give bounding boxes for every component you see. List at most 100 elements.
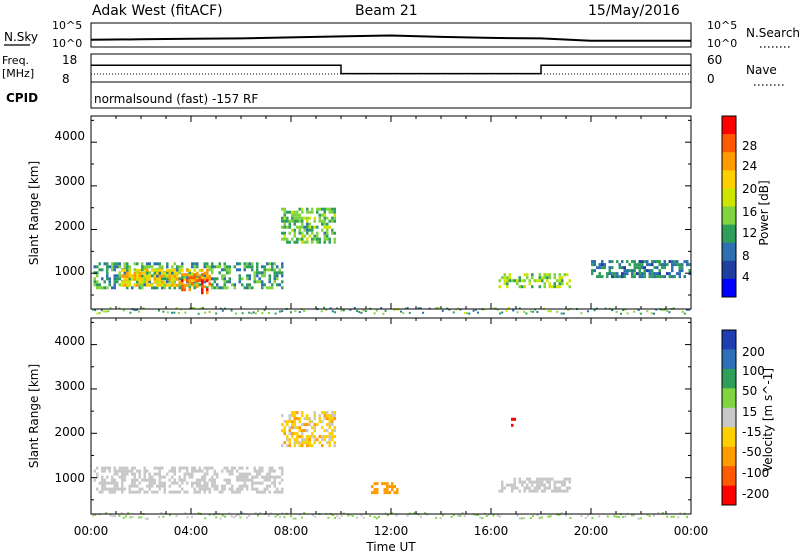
power-cell xyxy=(331,210,334,214)
velocity-ground-cell xyxy=(378,515,380,518)
velocity-cell xyxy=(101,484,104,488)
power-cell xyxy=(296,225,299,229)
power-ground-cell xyxy=(294,310,297,313)
power-cell xyxy=(316,231,319,235)
power-cell xyxy=(173,277,176,281)
velocity-cell xyxy=(146,478,149,482)
power-cell xyxy=(268,277,271,281)
power-cell xyxy=(171,268,174,272)
power-cell xyxy=(133,274,136,278)
velocity-cell xyxy=(293,414,296,418)
velocity-cell xyxy=(558,489,561,493)
velocity-ground-cell xyxy=(413,512,416,515)
power-cell xyxy=(141,280,144,284)
nsearch-tick-top: 10^5 xyxy=(707,19,737,32)
power-cell xyxy=(661,275,664,279)
power-ground-cell xyxy=(268,312,270,314)
velocity-cell xyxy=(551,477,554,481)
velocity-cell xyxy=(303,438,306,442)
velocity-cell xyxy=(291,414,294,418)
power-cell xyxy=(253,274,256,278)
power-cell xyxy=(158,274,161,278)
power-ground-cell xyxy=(639,312,642,315)
freq-panel-frame xyxy=(90,53,692,83)
vel-cb-200: 200 xyxy=(742,345,765,359)
velocity-ground-cell xyxy=(518,517,521,520)
power-cell xyxy=(161,286,164,290)
velocity-cell xyxy=(321,420,324,424)
velocity-ground-cell xyxy=(276,513,279,516)
velocity-cell xyxy=(153,481,156,485)
power-cell xyxy=(248,286,251,290)
velocity-cell xyxy=(301,423,304,427)
velocity-cell xyxy=(313,423,316,427)
power-cell xyxy=(141,286,144,290)
power-cell xyxy=(186,268,189,272)
velocity-cell xyxy=(331,414,334,418)
velocity-cell xyxy=(203,490,206,494)
velocity-cell xyxy=(503,486,506,490)
power-ground-cell xyxy=(364,310,367,313)
power-cell xyxy=(236,268,239,272)
velocity-cell xyxy=(306,435,309,439)
power-cell xyxy=(263,265,266,269)
velocity-cell xyxy=(536,480,539,484)
power-cb-20: 20 xyxy=(742,182,757,196)
power-cell xyxy=(166,271,169,275)
velocity-ground-cell xyxy=(257,514,259,517)
velocity-cell xyxy=(193,466,196,470)
velocity-cell xyxy=(536,483,539,487)
power-cell xyxy=(136,262,139,266)
velocity-cell xyxy=(253,469,256,473)
power-cell xyxy=(111,265,114,269)
power-cell xyxy=(156,283,159,287)
velocity-cell xyxy=(281,490,284,494)
power-cell xyxy=(301,207,304,211)
velocity-cell xyxy=(303,441,306,445)
power-cb-24: 24 xyxy=(742,159,757,173)
power-cell xyxy=(283,213,286,217)
velocity-cell xyxy=(323,414,326,418)
power-cell xyxy=(193,279,196,283)
velocity-cell xyxy=(263,478,266,482)
power-cell xyxy=(663,260,666,264)
power-cell xyxy=(553,273,556,277)
power-cell xyxy=(188,268,191,272)
power-cell xyxy=(561,276,564,280)
power-cell xyxy=(306,216,309,220)
velocity-cell xyxy=(326,429,329,433)
power-cell xyxy=(518,279,521,283)
velocity-cell xyxy=(301,432,304,436)
power-cell xyxy=(508,276,511,280)
power-cell xyxy=(596,275,599,279)
velocity-ground-cell xyxy=(162,515,165,518)
power-cell xyxy=(128,274,131,278)
power-cell xyxy=(596,266,599,270)
power-cell xyxy=(291,228,294,232)
power-cell xyxy=(181,282,184,286)
power-cell xyxy=(653,266,656,270)
velocity-cell xyxy=(198,487,201,491)
velocity-cell xyxy=(268,484,271,488)
velocity-ground-cell xyxy=(637,517,640,520)
power-cell xyxy=(323,225,326,229)
power-cell xyxy=(671,275,674,279)
velocity-cell xyxy=(511,423,514,427)
power-ground-cell xyxy=(441,309,444,312)
nave-tick-top: 60 xyxy=(707,53,722,67)
power-cell xyxy=(158,283,161,287)
velocity-cell xyxy=(301,441,304,445)
power-cell xyxy=(96,274,99,278)
velocity-cell xyxy=(386,482,389,486)
power-cell xyxy=(548,285,551,289)
velocity-cell xyxy=(203,472,206,476)
power-colorbar xyxy=(721,115,737,298)
power-cell xyxy=(123,265,126,269)
velocity-cell xyxy=(121,487,124,491)
power-cell xyxy=(166,265,169,269)
power-cell xyxy=(323,216,326,220)
velocity-cell xyxy=(188,475,191,479)
power-cell xyxy=(671,260,674,264)
power-cell xyxy=(548,273,551,277)
power-cell xyxy=(498,279,501,283)
